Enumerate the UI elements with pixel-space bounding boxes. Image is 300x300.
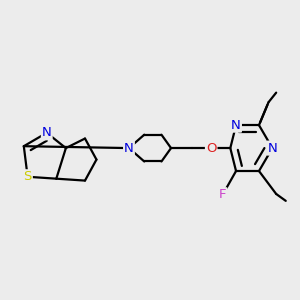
Text: N: N	[124, 142, 134, 154]
Text: N: N	[231, 118, 241, 132]
Text: O: O	[206, 142, 216, 154]
Text: S: S	[23, 170, 32, 183]
Text: N: N	[42, 126, 52, 139]
Text: N: N	[268, 142, 277, 154]
Text: F: F	[219, 188, 226, 201]
